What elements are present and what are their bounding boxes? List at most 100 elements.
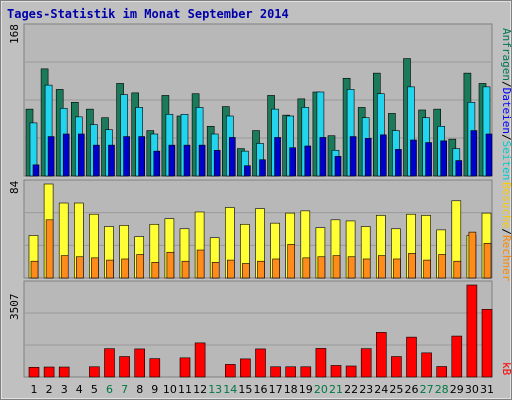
bar-rechner [166, 251, 175, 279]
bar-kb [466, 284, 478, 378]
legend-item: Anfragen [500, 28, 512, 81]
bar-seiten [244, 165, 251, 177]
bar-rechner [438, 254, 447, 279]
bar-rechner [196, 249, 205, 279]
bar-seiten [289, 147, 297, 177]
bar-kb [58, 366, 70, 378]
x-tick-label: 21 [329, 383, 343, 396]
x-tick-label: 17 [269, 383, 283, 396]
bar-kb [270, 366, 281, 378]
bar-rechner [408, 253, 416, 279]
bar-seiten [440, 140, 448, 177]
bar-kb [43, 366, 55, 378]
bar-kb [240, 358, 251, 378]
x-tick-label: 1 [31, 383, 38, 396]
x-tick-label: 29 [450, 383, 464, 396]
bar-rechner [272, 258, 280, 279]
legend-item: Besuche [500, 182, 512, 228]
bar-kb [104, 348, 115, 378]
legend-item: Dateien [500, 88, 512, 134]
chart-marks [25, 58, 493, 378]
x-tick-label: 11 [178, 383, 192, 396]
bar-kb [451, 335, 463, 378]
bar-seiten [379, 134, 387, 177]
chart-title: Tages-Statistik im Monat September 2014 [7, 7, 289, 21]
bar-rechner [106, 259, 114, 279]
bar-seiten [455, 160, 463, 177]
legend-traffic: kB [500, 362, 512, 376]
bar-rechner [423, 259, 431, 279]
bar-rechner [332, 255, 341, 279]
bar-kb [330, 365, 342, 378]
legend-hits: Anfragen/Dateien/Seiten [500, 28, 512, 180]
bar-seiten [108, 144, 115, 177]
x-tick-label: 28 [435, 383, 449, 396]
bar-rechner [76, 256, 84, 279]
x-axis-labels: 1 2 3 4 5 6 7 8 9 10 11 12 13 14 15 16 17 18 19 20 21 22 23 24 2… [31, 383, 495, 396]
bar-kb [375, 332, 387, 378]
legend-item: Rechner [500, 235, 512, 282]
bar-kb [119, 356, 130, 378]
x-tick-label: 23 [359, 383, 373, 396]
bar-seiten [259, 159, 266, 177]
bar-seiten [123, 136, 130, 177]
bar-kb [406, 336, 417, 378]
x-tick-label: 26 [405, 383, 419, 396]
bar-kb [149, 358, 161, 378]
bar-kb [285, 366, 297, 378]
bar-seiten [32, 164, 40, 177]
bar-kb [436, 366, 448, 378]
bar-rechner [91, 257, 99, 279]
bar-seiten [229, 137, 236, 177]
bar-kb [134, 348, 145, 378]
y-max-traffic: 3507 [8, 294, 21, 321]
bar-kb [28, 366, 40, 378]
bar-rechner [257, 260, 265, 279]
legend-visits: Besuche/Rechner [500, 182, 512, 282]
x-tick-label: 30 [465, 383, 479, 396]
bar-kb [315, 348, 327, 378]
x-tick-label: 19 [299, 383, 313, 396]
bar-seiten [168, 144, 176, 177]
bar-seiten [274, 137, 281, 177]
bar-seiten [78, 133, 85, 177]
bar-rechner [242, 263, 250, 279]
bar-kb [391, 356, 402, 378]
bar-kb [300, 366, 312, 378]
bar-kb [89, 366, 100, 378]
bar-seiten [153, 150, 161, 177]
bar-rechner [453, 260, 462, 279]
bar-seiten [425, 142, 432, 177]
bar-rechner [227, 259, 235, 279]
bar-kb [481, 309, 493, 378]
x-tick-label: 10 [163, 383, 177, 396]
x-tick-label: 22 [344, 383, 358, 396]
bar-rechner [121, 258, 129, 279]
bar-kb [421, 352, 432, 378]
x-tick-label: 25 [389, 383, 403, 396]
bar-rechner [30, 260, 39, 279]
x-tick-label: 9 [151, 383, 158, 396]
bar-seiten [349, 136, 357, 177]
bar-seiten [198, 144, 206, 177]
bar-rechner [151, 262, 160, 279]
legend-sep: / [500, 134, 512, 141]
bar-seiten [364, 137, 372, 177]
x-tick-label: 31 [480, 383, 494, 396]
bar-kb [345, 365, 357, 378]
bar-rechner [181, 260, 190, 279]
x-tick-label: 8 [136, 383, 143, 396]
bar-rechner [468, 231, 477, 279]
bar-seiten [334, 155, 342, 177]
x-tick-label: 24 [374, 383, 388, 396]
bar-rechner [393, 258, 401, 279]
bar-seiten [62, 133, 70, 177]
x-tick-label: 20 [314, 383, 328, 396]
x-tick-label: 2 [46, 383, 53, 396]
bar-kb [179, 357, 191, 378]
bar-seiten [138, 136, 145, 177]
bar-seiten [395, 149, 402, 177]
x-tick-label: 7 [121, 383, 128, 396]
